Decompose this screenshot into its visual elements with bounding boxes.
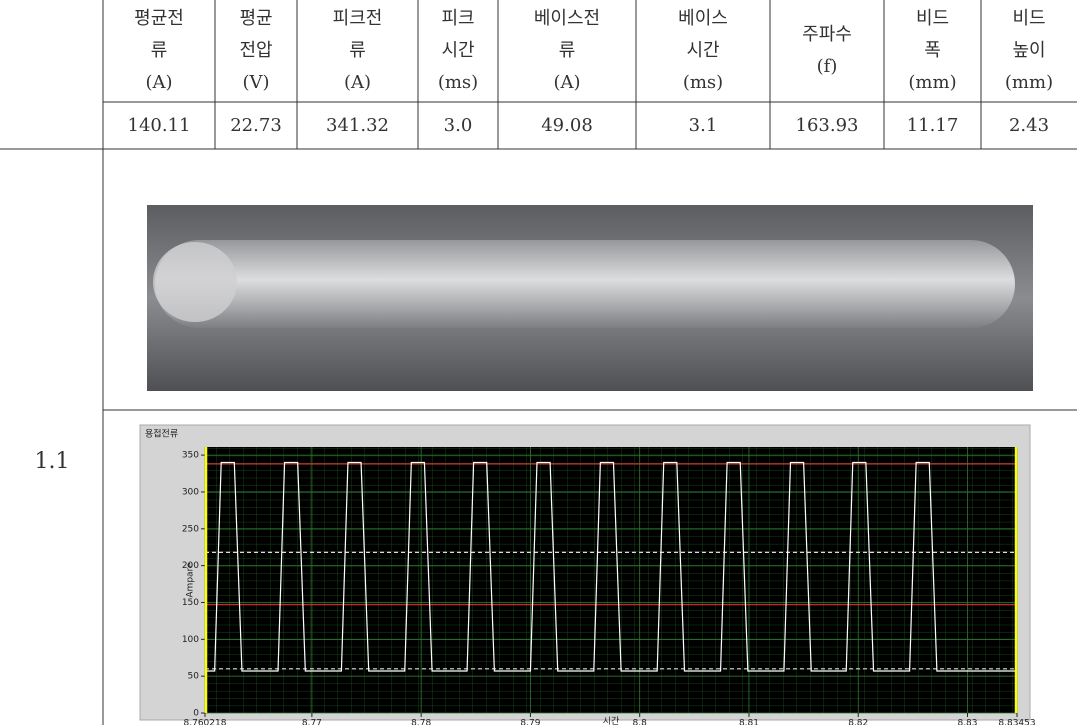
header-text: (ms) xyxy=(438,72,478,93)
y-tick-label: 300 xyxy=(182,487,199,497)
header-text: (ms) xyxy=(683,72,723,93)
x-tick-label: 8.8 xyxy=(633,719,648,725)
y-tick-label: 200 xyxy=(182,561,199,571)
cell-value: 140.11 xyxy=(128,115,191,136)
header-text: 피크전 xyxy=(333,8,383,29)
header-text: 베이스전 xyxy=(534,8,600,29)
x-tick-label: 8.77 xyxy=(302,719,322,725)
header-text: 피크 xyxy=(441,8,474,29)
x-tick-label: 8.760218 xyxy=(184,719,227,725)
header-text: 비드 xyxy=(916,8,949,29)
cell-value: 341.32 xyxy=(326,115,389,136)
chart-title: 용접전류 xyxy=(145,428,178,440)
header-text: 비드 xyxy=(1012,8,1045,29)
cell-value: 163.93 xyxy=(796,115,859,136)
header-text: (V) xyxy=(242,72,269,93)
x-tick-label: 8.82 xyxy=(848,719,868,725)
cell-value: 2.43 xyxy=(1009,115,1049,136)
y-tick-label: 350 xyxy=(182,451,199,461)
header-text: 평균 xyxy=(239,8,272,29)
cell-value: 3.0 xyxy=(444,115,473,136)
y-tick-label: 150 xyxy=(182,598,199,608)
x-tick-label: 8.83 xyxy=(957,719,977,725)
y-tick-label: 250 xyxy=(182,524,199,534)
header-text: (A) xyxy=(344,72,371,93)
header-text: 류 xyxy=(151,40,168,61)
header-text: (f) xyxy=(817,56,838,77)
header-text: 류 xyxy=(349,40,366,61)
cell-value: 22.73 xyxy=(230,115,282,136)
x-tick-label: 8.83453 xyxy=(998,719,1035,725)
y-tick-label: 100 xyxy=(182,635,199,645)
header-text: 전압 xyxy=(239,40,272,61)
header-text: (mm) xyxy=(908,72,956,93)
cell-value: 3.1 xyxy=(689,115,718,136)
y-tick-label: 0 xyxy=(193,709,199,719)
header-text: 류 xyxy=(559,40,576,61)
header-text: 폭 xyxy=(924,40,941,61)
x-tick-label: 8.79 xyxy=(520,719,540,725)
header-text: (mm) xyxy=(1005,72,1053,93)
x-tick-label: 8.81 xyxy=(739,719,759,725)
header-text: 주파수 xyxy=(802,24,852,45)
x-axis-label: 시간 xyxy=(603,716,620,725)
header-text: 높이 xyxy=(1012,40,1045,61)
header-text: 시간 xyxy=(441,40,474,61)
minor-grid xyxy=(205,447,1017,713)
header-text: 평균전 xyxy=(134,8,184,29)
cell-value: 49.08 xyxy=(541,115,593,136)
header-text: (A) xyxy=(145,72,172,93)
header-text: (A) xyxy=(553,72,580,93)
document: 1.1 평균전류 (A) 140.11 평균전압 (V) 22.73 피크전류 (A) 341.… xyxy=(0,0,1077,725)
cell-value: 11.17 xyxy=(907,115,959,136)
header-text: 시간 xyxy=(686,40,719,61)
header-text: 베이스 xyxy=(678,8,728,29)
row-label: 1.1 xyxy=(35,449,70,474)
page: 1.1 평균전류 (A) 140.11 평균전압 (V) 22.73 피크전류 (A) 341.… xyxy=(0,0,1077,725)
weld-photo xyxy=(147,205,1033,391)
x-tick-label: 8.78 xyxy=(411,719,431,725)
y-tick-label: 50 xyxy=(188,672,200,682)
